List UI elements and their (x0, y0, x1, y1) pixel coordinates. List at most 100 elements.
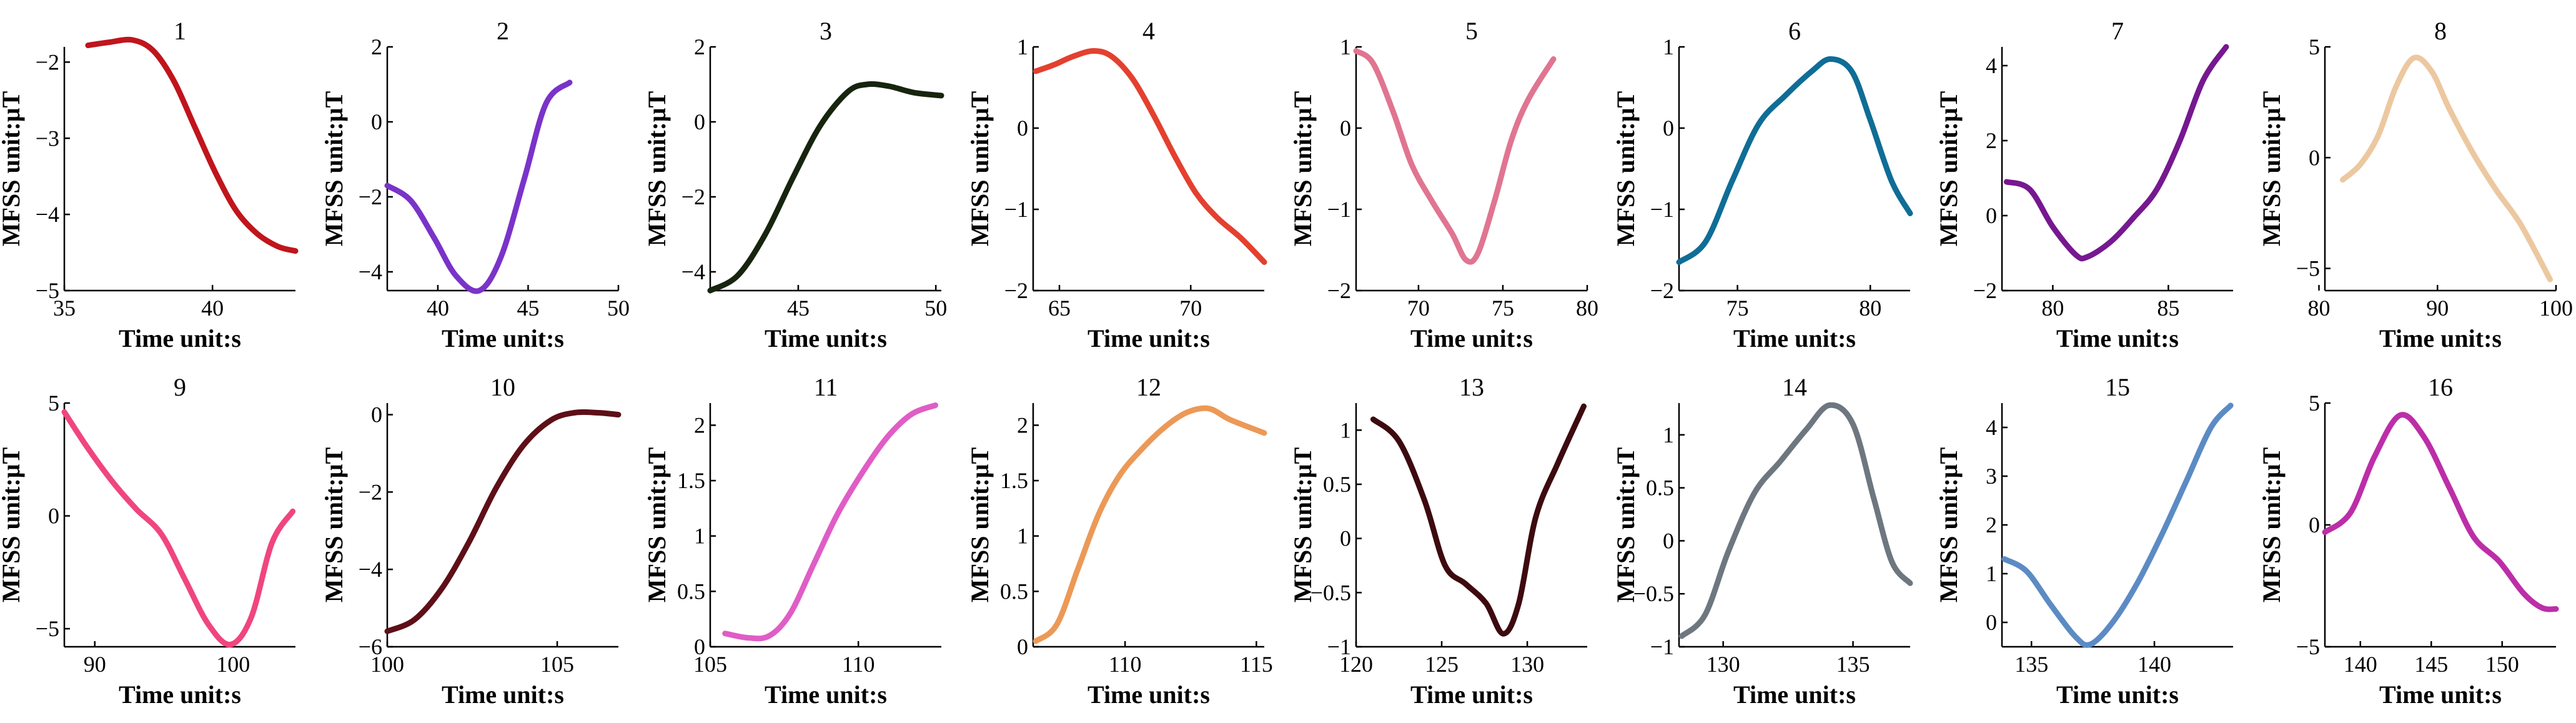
x-axis-label: Time unit:s (1410, 324, 1533, 352)
y-tick-label: 1 (1986, 561, 1997, 586)
x-axis-label: Time unit:s (119, 324, 241, 352)
series-line-1 (85, 36, 299, 254)
subplot-15: 0 1 2 3 4 135 140 15 Time unit:s MFSS unit:μT (1934, 373, 2234, 709)
y-tick-label: 1.5 (1000, 468, 1028, 493)
x-tick-label: 105 (693, 652, 727, 677)
x-axis-label: Time unit:s (765, 681, 887, 709)
y-tick-label: 1 (1340, 34, 1351, 59)
y-tick-label: 1 (694, 524, 705, 549)
subplot-title: 15 (2105, 373, 2130, 401)
y-tick-label: 0 (371, 109, 382, 134)
series-line-2 (384, 79, 573, 294)
x-tick-label: 80 (2041, 296, 2064, 321)
y-tick-label: −4 (359, 259, 382, 284)
y-tick-label: 0.5 (1323, 472, 1351, 497)
x-tick-label: 40 (201, 296, 224, 321)
y-axis-label: MFSS unit:μT (1612, 447, 1640, 603)
x-tick-label: 90 (2426, 296, 2449, 321)
subplot-title: 14 (1782, 373, 1807, 401)
x-tick-label: 145 (2414, 652, 2448, 677)
subplot-9: −5 0 5 90 100 9 Time unit:s MFSS unit:μT (0, 373, 296, 709)
y-tick-label: −2 (1650, 278, 1674, 303)
y-tick-label: 2 (1986, 512, 1997, 537)
x-axis-label: Time unit:s (442, 324, 564, 352)
subplot-7: −2 0 2 4 80 85 7 Time unit:s MFSS unit:μT (1934, 17, 2233, 352)
y-tick-label: −5 (36, 278, 59, 303)
y-axis-label: MFSS unit:μT (643, 91, 671, 247)
x-axis-label: Time unit:s (2056, 681, 2179, 709)
subplot-12: 0 0.5 1 1.5 2 110 115 12 Time unit:s MFSS unit:μT (966, 373, 1273, 709)
y-tick-label: 0 (1663, 116, 1674, 141)
x-tick-label: 120 (1339, 652, 1373, 677)
y-tick-label: 0 (2309, 512, 2320, 537)
y-tick-label: 1 (1663, 34, 1674, 59)
x-tick-label: 80 (1576, 296, 1598, 321)
x-tick-label: 70 (1179, 296, 1202, 321)
y-tick-label: 4 (1986, 53, 1997, 78)
y-tick-label: −1 (1650, 634, 1674, 659)
subplot-10: −6 −4 −2 0 100 105 10 Time unit:s MFSS unit:μT (320, 373, 622, 709)
subplot-title: 2 (497, 17, 509, 45)
x-tick-label: 110 (1109, 652, 1142, 677)
subplot-title: 10 (490, 373, 515, 401)
y-axis-label: MFSS unit:μT (1289, 91, 1317, 247)
y-tick-label: −1 (1327, 634, 1351, 659)
subplot-title: 1 (174, 17, 186, 45)
subplot-title: 3 (820, 17, 832, 45)
x-tick-label: 50 (607, 296, 630, 321)
y-tick-label: 0 (1017, 116, 1028, 141)
x-tick-label: 100 (216, 652, 250, 677)
x-tick-label: 80 (1859, 296, 1881, 321)
series-line-15 (2001, 402, 2234, 648)
y-tick-label: 2 (1017, 412, 1028, 437)
y-tick-label: 0 (2309, 145, 2320, 170)
y-tick-label: −2 (359, 479, 382, 504)
x-tick-label: 100 (370, 652, 404, 677)
x-tick-label: 130 (1707, 652, 1740, 677)
x-tick-label: 100 (2539, 296, 2573, 321)
x-tick-label: 135 (1836, 652, 1870, 677)
x-tick-label: 110 (842, 652, 875, 677)
y-tick-label: 0 (1340, 526, 1351, 551)
x-tick-label: 125 (1425, 652, 1459, 677)
y-tick-label: 2 (1986, 128, 1997, 153)
series-line-16 (2322, 412, 2559, 612)
subplot-14: −1 −0.5 0 0.5 1 130 135 14 Time unit:s MFSS unit:… (1612, 373, 1913, 709)
x-tick-label: 90 (84, 652, 106, 677)
x-tick-label: 70 (1407, 296, 1430, 321)
y-tick-label: −4 (681, 259, 705, 284)
x-axis-label: Time unit:s (1733, 681, 1856, 709)
x-tick-label: 80 (2308, 296, 2331, 321)
x-tick-label: 135 (2014, 652, 2048, 677)
y-tick-label: −2 (36, 49, 59, 74)
y-tick-label: 5 (48, 391, 59, 416)
x-tick-label: 115 (1240, 652, 1273, 677)
y-tick-label: −2 (359, 184, 382, 209)
x-axis-label: Time unit:s (119, 681, 241, 709)
y-tick-label: 3 (1986, 464, 1997, 489)
y-axis-label: MFSS unit:μT (643, 447, 671, 603)
subplot-8: −5 0 5 80 90 100 8 Time unit:s MFSS unit:μT (2257, 17, 2573, 352)
x-axis-label: Time unit:s (1087, 324, 1210, 352)
x-axis-label: Time unit:s (442, 681, 564, 709)
y-axis-label: MFSS unit:μT (0, 91, 25, 247)
subplot-16: −5 0 5 140 145 150 16 Time unit:s MFSS unit:μT (2257, 373, 2559, 709)
y-tick-label: 0.5 (1000, 579, 1028, 604)
subplot-4: −2 −1 0 1 65 70 4 Time unit:s MFSS unit:μT (966, 17, 1267, 352)
subplot-title: 8 (2434, 17, 2447, 45)
series-line-7 (2003, 44, 2229, 262)
y-tick-label: 0.5 (677, 579, 705, 604)
series-line-3 (707, 81, 944, 294)
y-tick-label: 0 (694, 634, 705, 659)
y-tick-label: 1 (1017, 34, 1028, 59)
y-tick-label: 5 (2309, 34, 2320, 59)
y-tick-label: −2 (1327, 278, 1351, 303)
y-tick-label: 0 (48, 504, 59, 529)
series-line-13 (1370, 403, 1587, 637)
series-line-10 (384, 409, 622, 634)
subplot-1: −5 −4 −3 −2 35 40 1 Time unit:s MFSS unit:μT (0, 17, 299, 352)
series-line-8 (2340, 54, 2553, 282)
y-axis-label: MFSS unit:μT (0, 447, 25, 603)
y-tick-label: 0 (1017, 634, 1028, 659)
x-axis-label: Time unit:s (765, 324, 887, 352)
